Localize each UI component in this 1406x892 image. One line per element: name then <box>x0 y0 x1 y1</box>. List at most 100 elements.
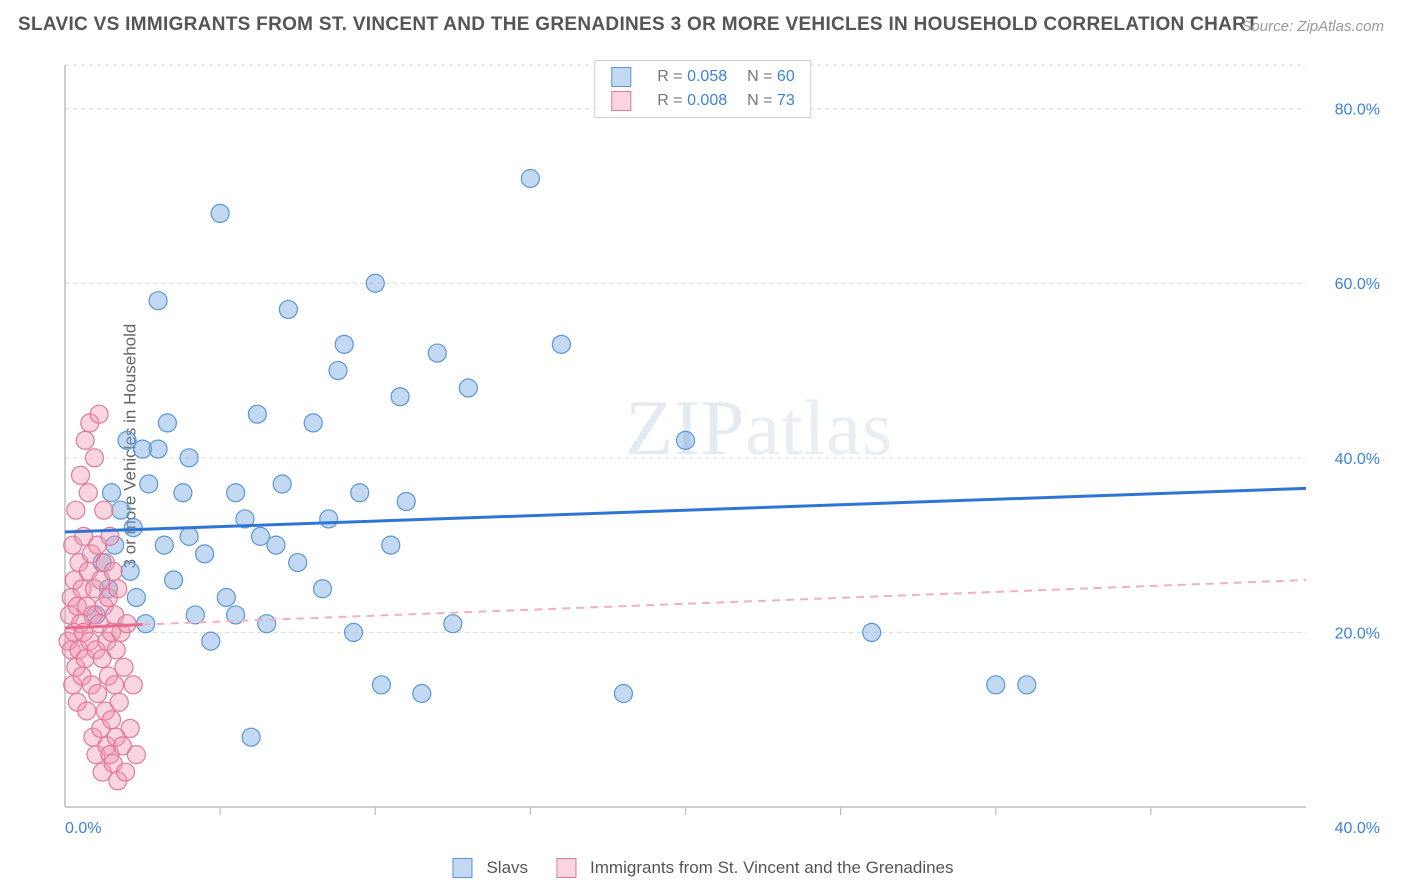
data-point <box>72 466 90 484</box>
data-point <box>444 615 462 633</box>
data-point <box>107 641 125 659</box>
data-point <box>127 588 145 606</box>
data-point <box>85 449 103 467</box>
data-point <box>116 763 134 781</box>
data-point <box>248 405 266 423</box>
x-tick-label: 0.0% <box>65 820 101 837</box>
data-point <box>242 728 260 746</box>
data-point <box>614 685 632 703</box>
data-point <box>345 623 363 641</box>
source-label: Source: <box>1241 18 1297 35</box>
r-value: 0.058 <box>687 68 727 85</box>
data-point <box>987 676 1005 694</box>
data-point <box>391 388 409 406</box>
trend-line-blue <box>65 488 1306 532</box>
data-point <box>121 719 139 737</box>
r-label: R = <box>657 68 682 85</box>
legend-item: Slavs <box>452 858 528 878</box>
r-label: R = <box>657 92 682 109</box>
data-point <box>335 335 353 353</box>
data-point <box>78 702 96 720</box>
legend-stats-row: R = 0.058 N = 60 <box>601 65 804 89</box>
data-point <box>289 554 307 572</box>
legend-swatch-blue <box>452 858 472 878</box>
data-point <box>149 292 167 310</box>
data-point <box>279 300 297 318</box>
y-tick-label: 80.0% <box>1335 102 1380 119</box>
legend-stats-row: R = 0.008 N = 73 <box>601 89 804 113</box>
data-point <box>186 606 204 624</box>
data-point <box>196 545 214 563</box>
legend-swatch-pink <box>556 858 576 878</box>
y-tick-label: 60.0% <box>1335 276 1380 293</box>
data-point <box>158 414 176 432</box>
data-point <box>304 414 322 432</box>
source-value: ZipAtlas.com <box>1297 18 1384 35</box>
data-point <box>366 274 384 292</box>
data-point <box>677 431 695 449</box>
data-point <box>180 449 198 467</box>
data-point <box>112 501 130 519</box>
data-point <box>109 580 127 598</box>
data-point <box>95 501 113 519</box>
legend-swatch-pink <box>611 91 631 111</box>
data-point <box>104 562 122 580</box>
n-value: 60 <box>777 68 795 85</box>
data-point <box>149 440 167 458</box>
data-point <box>155 536 173 554</box>
data-point <box>90 405 108 423</box>
data-point <box>1018 676 1036 694</box>
legend-stats-box: R = 0.058 N = 60 R = 0.008 N = 73 <box>594 60 811 118</box>
legend-label: Slavs <box>486 858 528 878</box>
data-point <box>227 484 245 502</box>
data-point <box>106 676 124 694</box>
data-point <box>174 484 192 502</box>
data-point <box>372 676 390 694</box>
data-point <box>251 527 269 545</box>
x-tick-label: 40.0% <box>1335 820 1380 837</box>
data-point <box>863 623 881 641</box>
data-point <box>140 475 158 493</box>
data-point <box>314 580 332 598</box>
data-point <box>428 344 446 362</box>
data-point <box>459 379 477 397</box>
data-point <box>180 527 198 545</box>
data-point <box>217 588 235 606</box>
data-point <box>413 685 431 703</box>
data-point <box>103 711 121 729</box>
chart-container: SLAVIC VS IMMIGRANTS FROM ST. VINCENT AN… <box>0 0 1406 892</box>
r-value: 0.008 <box>687 92 727 109</box>
data-point <box>552 335 570 353</box>
plot-area: 20.0%40.0%60.0%80.0%0.0%40.0% <box>55 55 1386 837</box>
data-point <box>329 362 347 380</box>
data-point <box>521 169 539 187</box>
scatter-plot-svg: 20.0%40.0%60.0%80.0%0.0%40.0% <box>55 55 1386 837</box>
data-point <box>273 475 291 493</box>
legend-swatch-blue <box>611 67 631 87</box>
data-point <box>258 615 276 633</box>
data-point <box>67 501 85 519</box>
y-tick-label: 20.0% <box>1335 625 1380 642</box>
data-point <box>110 693 128 711</box>
data-point <box>320 510 338 528</box>
data-point <box>351 484 369 502</box>
data-point <box>382 536 400 554</box>
source-citation: Source: ZipAtlas.com <box>1241 18 1384 35</box>
n-label: N = <box>747 92 772 109</box>
n-value: 73 <box>777 92 795 109</box>
data-point <box>79 484 97 502</box>
data-point <box>127 746 145 764</box>
data-point <box>124 519 142 537</box>
legend-item: Immigrants from St. Vincent and the Gren… <box>556 858 953 878</box>
data-point <box>103 484 121 502</box>
data-point <box>397 492 415 510</box>
data-point <box>89 685 107 703</box>
n-label: N = <box>747 68 772 85</box>
legend-label: Immigrants from St. Vincent and the Gren… <box>590 858 953 878</box>
data-point <box>211 204 229 222</box>
data-point <box>124 676 142 694</box>
chart-title: SLAVIC VS IMMIGRANTS FROM ST. VINCENT AN… <box>18 14 1258 36</box>
data-point <box>115 658 133 676</box>
data-point <box>76 431 94 449</box>
data-point <box>165 571 183 589</box>
